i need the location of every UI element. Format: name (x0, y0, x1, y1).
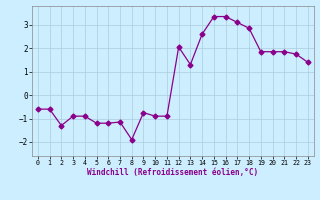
X-axis label: Windchill (Refroidissement éolien,°C): Windchill (Refroidissement éolien,°C) (87, 168, 258, 177)
